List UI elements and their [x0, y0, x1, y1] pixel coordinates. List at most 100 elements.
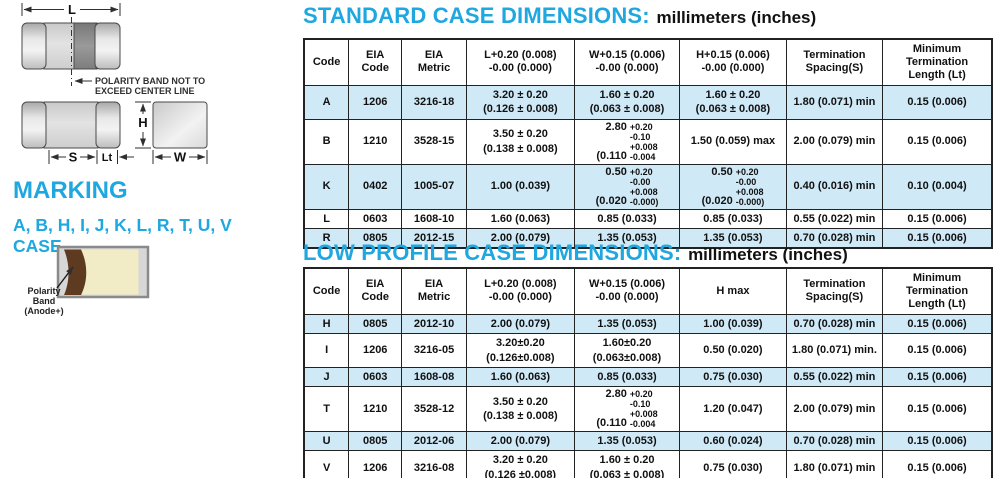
value-cell: 1.60 ± 0.20 (0.063 ± 0.008): [573, 450, 681, 478]
polarity-note-line2: EXCEED CENTER LINE: [95, 86, 195, 96]
h-dimension: [135, 101, 151, 149]
value-cell: 1.35 (0.053): [573, 313, 681, 335]
value-cell: 1.60 ± 0.20 (0.063 ± 0.008): [573, 84, 681, 120]
value-cell: 0.55 (0.022) min: [785, 366, 884, 388]
value-cell: 0.15 (0.006): [882, 431, 993, 452]
value-cell: 2.00 (0.079) min: [785, 118, 884, 165]
table-row-B: B 1210 3528-15 3.50 ± 0.20 (0.138 ± 0.008) 2…: [303, 118, 993, 165]
value-cell: 3528-15: [401, 118, 467, 165]
column-header: W+0.15 (0.006) -0.00 (0.000): [573, 38, 681, 86]
code-cell: A: [303, 84, 350, 120]
l-dimension: [21, 3, 121, 16]
value-cell: 1.00 (0.039): [679, 313, 787, 335]
column-header: Code: [303, 38, 350, 86]
s-lt-dimension: [48, 150, 134, 164]
low-profile-section-title: LOW PROFILE CASE DIMENSIONS: millimeters…: [303, 239, 848, 267]
value-cell: 2.00 (0.079): [465, 227, 575, 249]
value-cell: 0.10 (0.004): [882, 163, 993, 210]
value-cell: 0.15 (0.006): [882, 208, 993, 229]
table-row-T: T 1210 3528-12 3.50 ± 0.20 (0.138 ± 0.008) 2…: [303, 386, 993, 433]
header-row: Code EIA Code EIA Metric L+0.20 (0.008) -0.…: [303, 38, 993, 86]
polarity-band-top-view: [73, 22, 97, 70]
value-cell: 0.15 (0.006): [882, 450, 993, 478]
standard-title-units: millimeters (inches): [656, 8, 817, 27]
table-row-R: R 0805 2012-15 2.00 (0.079) 1.35 (0.053) 1.35…: [303, 227, 993, 249]
value-cell: 1608-08: [401, 366, 467, 388]
marked-chip-illustration: [56, 245, 150, 299]
code-cell: L: [303, 208, 350, 229]
polarity-band-label-line3: (Anode+): [24, 306, 63, 316]
value-cell: 1210: [348, 118, 403, 165]
value-cell: 3216-18: [401, 84, 467, 120]
value-cell: 3.20 ± 0.20 (0.126 ±0.008): [465, 450, 575, 478]
value-cell: 2012-06: [401, 431, 467, 452]
value-cell: 0.70 (0.028) min: [785, 313, 884, 335]
code-cell: H: [303, 313, 350, 335]
column-header: EIA Code: [348, 38, 403, 86]
marking-heading: MARKING: [13, 177, 128, 204]
s-dimension-label: S: [69, 150, 78, 165]
column-header: L+0.20 (0.008) -0.00 (0.000): [465, 38, 575, 86]
column-header: L+0.20 (0.008) -0.00 (0.000): [465, 267, 575, 315]
value-cell: 1.35 (0.053): [679, 227, 787, 249]
value-cell: 1608-10: [401, 208, 467, 229]
value-cell: 3.50 ± 0.20 (0.138 ± 0.008): [465, 118, 575, 165]
standard-title-text: STANDARD CASE DIMENSIONS:: [303, 3, 650, 28]
value-cell: 0.50 (0.020 +0.20 -0.00 +0.008 -0.000): [679, 163, 787, 210]
value-cell: 1.80 (0.071) min.: [785, 333, 884, 368]
table-row-U: U 0805 2012-06 2.00 (0.079) 1.35 (0.053) 0.60…: [303, 431, 993, 452]
value-cell: 1.35 (0.053): [573, 431, 681, 452]
code-cell: T: [303, 386, 350, 433]
value-cell: 1.50 (0.059) max: [679, 118, 787, 165]
lt-dimension-label: Lt: [102, 152, 113, 164]
value-cell: 0603: [348, 366, 403, 388]
column-header: Code: [303, 267, 350, 315]
column-header: EIA Metric: [401, 38, 467, 86]
value-cell: 2.00 (0.079): [465, 313, 575, 335]
value-cell: 0.40 (0.016) min: [785, 163, 884, 210]
standard-section-title: STANDARD CASE DIMENSIONS: millimeters (i…: [303, 2, 816, 30]
column-header: W+0.15 (0.006) -0.00 (0.000): [573, 267, 681, 315]
value-cell: 1210: [348, 386, 403, 433]
value-cell: 3216-05: [401, 333, 467, 368]
case-word: CASE: [13, 236, 62, 256]
h-dimension-label: H: [138, 115, 147, 130]
value-cell: 0.15 (0.006): [882, 227, 993, 249]
standard-dimensions-table: Code EIA Code EIA Metric L+0.20 (0.008) -0.…: [303, 38, 993, 250]
low-profile-dimensions-table: Code EIA Code EIA Metric L+0.20 (0.008) -0.…: [303, 267, 993, 478]
value-cell: 2012-15: [401, 227, 467, 249]
polarity-band-arrow: [56, 266, 74, 289]
chip-side-view: [21, 101, 121, 149]
value-cell: 1.60 ± 0.20 (0.063 ± 0.008): [679, 84, 787, 120]
table-row-H: H 0805 2012-10 2.00 (0.079) 1.35 (0.053) 1.00…: [303, 313, 993, 335]
value-cell: 1206: [348, 84, 403, 120]
value-cell: 1206: [348, 450, 403, 478]
table-row-K: K 0402 1005-07 1.00 (0.039) 0.50 (0.020 +0.20-…: [303, 163, 993, 210]
chip-body-cream: [78, 249, 139, 295]
value-cell: 0603: [348, 208, 403, 229]
value-cell: 2.00 (0.079) min: [785, 386, 884, 433]
value-cell: 3.20 ± 0.20 (0.126 ± 0.008): [465, 84, 575, 120]
value-cell: 0.15 (0.006): [882, 333, 993, 368]
table-row-V: V 1206 3216-08 3.20 ± 0.20 (0.126 ±0.008) 1.…: [303, 450, 993, 478]
table-row-L: L 0603 1608-10 1.60 (0.063) 0.85 (0.033) 0.85…: [303, 208, 993, 229]
value-cell: 0.50 (0.020 +0.20 -0.00 +0.008 -0.000): [573, 163, 681, 210]
code-cell: B: [303, 118, 350, 165]
code-cell: V: [303, 450, 350, 478]
value-cell: 0402: [348, 163, 403, 210]
low-profile-title-text: LOW PROFILE CASE DIMENSIONS:: [303, 240, 682, 265]
value-cell: 0.85 (0.033): [573, 208, 681, 229]
value-cell: 0.75 (0.030): [679, 450, 787, 478]
value-cell: 0.15 (0.006): [882, 366, 993, 388]
value-cell: 1.20 (0.047): [679, 386, 787, 433]
code-cell: J: [303, 366, 350, 388]
value-cell: 0.15 (0.006): [882, 386, 993, 433]
value-cell: 0.50 (0.020): [679, 333, 787, 368]
value-cell: 1206: [348, 333, 403, 368]
value-cell: 0.60 (0.024): [679, 431, 787, 452]
value-cell: 0.15 (0.006): [882, 84, 993, 120]
value-cell: 0.70 (0.028) min: [785, 431, 884, 452]
value-cell: 2.80 (0.110 +0.20 -0.10 +0.008 -0.004: [573, 118, 681, 165]
column-header: Termination Spacing(S): [785, 38, 884, 86]
w-dimension: [152, 150, 208, 164]
